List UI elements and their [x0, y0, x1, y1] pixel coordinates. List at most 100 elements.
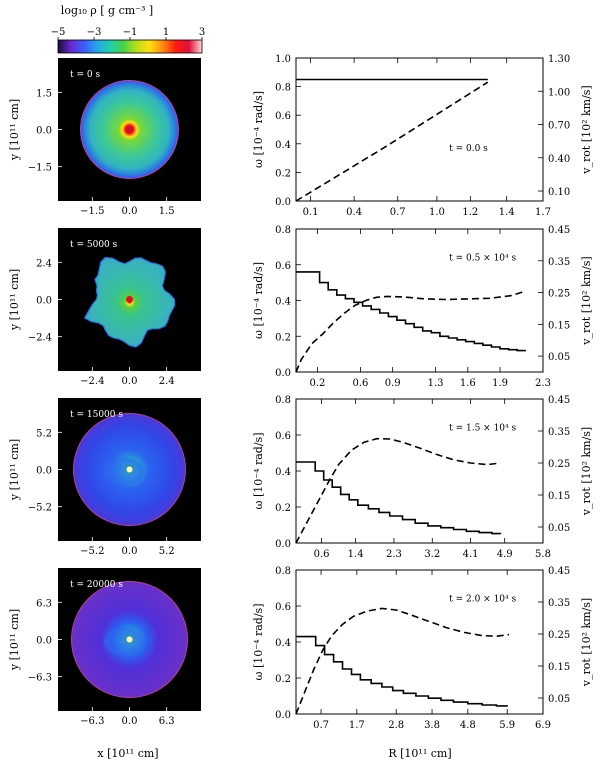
x-tick-label: −6.3: [80, 716, 104, 727]
y-tick-label: 2.4: [36, 258, 52, 269]
profile-chart: 0.1 0.4 0.7 1.0 1.2 1.4 1.70.00.20.40.60.81.00…: [252, 54, 593, 218]
x-tick-label: 3.8: [424, 720, 440, 731]
x-tick-label: 6.9: [535, 720, 551, 731]
colorbar-tick-label: 1: [163, 27, 169, 38]
v-rot-line: [295, 290, 527, 373]
y-tick-label: 0.2: [275, 168, 291, 179]
x-tick-label: 4.9: [497, 549, 513, 560]
time-annotation: t = 2.0 × 10⁴ s: [449, 595, 516, 605]
y-tick-label: 1.0: [275, 54, 291, 65]
x-tick-label: 5.8: [535, 549, 551, 560]
x-tick-label: 1.7: [349, 720, 365, 731]
time-annotation: t = 1.5 × 10⁴ s: [449, 424, 516, 434]
y-axis-label: y [10¹¹ cm]: [8, 439, 21, 501]
y-tick-label: 0.8: [275, 566, 291, 577]
y-tick-label: 6.3: [36, 598, 52, 609]
x-tick-label: 6.3: [159, 716, 175, 727]
y2-tick-label: 0.45: [548, 566, 570, 577]
y-tick-label: 0.0: [36, 466, 52, 477]
time-label: t = 0 s: [70, 70, 100, 80]
y-tick-label: 0.0: [275, 710, 291, 721]
y2-tick-label: 0.70: [548, 121, 570, 132]
y-tick-label: −6.3: [28, 673, 52, 684]
y2-tick-label: 0.15: [548, 320, 570, 331]
y2-tick-label: 0.45: [548, 395, 570, 406]
inner-halo: [103, 627, 144, 656]
y2-tick-label: 0.05: [548, 694, 570, 705]
y-tick-label: 0.6: [275, 111, 291, 122]
y-tick-label: 0.4: [275, 638, 291, 649]
time-label: t = 5000 s: [70, 240, 118, 250]
x-tick-label: 0.6: [352, 378, 368, 389]
density-panel: t = 5000 s −2.4 2.4 0.0 0.0 2.4 −2.4 y [10¹¹ cm…: [8, 228, 201, 387]
y-tick-label: −5.2: [28, 503, 52, 514]
y-axis-label: y [10¹¹ cm]: [8, 269, 21, 331]
rotation-profiles: 0.1 0.4 0.7 1.0 1.2 1.4 1.70.00.20.40.60.81.00…: [252, 54, 593, 731]
x-tick-label: 1.6: [460, 378, 476, 389]
x-tick-label: 1.3: [428, 378, 444, 389]
y-tick-label: 0.0: [275, 368, 291, 379]
y-tick-label: 0.2: [275, 332, 291, 343]
x-tick-label: −5.2: [80, 546, 104, 557]
y-tick-label: 0.4: [275, 297, 291, 308]
y-tick-label: 0.0: [275, 197, 291, 208]
time-label: t = 15000 s: [70, 410, 123, 420]
colorbar-ticks: −5 −3 −1 1 3: [51, 27, 205, 40]
density-panel: t = 0 s −1.5 1.5 0.0 0.0 1.5 −1.5 y [10¹¹ cm]: [8, 58, 201, 217]
y2-axis-label: v_rot [10² km/s]: [580, 598, 593, 687]
x-tick-label: 0.0: [122, 546, 138, 557]
x-tick-label: 1.5: [159, 206, 175, 217]
core-spot: [126, 296, 133, 303]
x-tick-label: 5.2: [159, 546, 175, 557]
v-rot-line: [295, 81, 489, 202]
colorbar-tick-label: −1: [123, 27, 138, 38]
profile-chart: 0.7 1.7 2.8 3.8 4.8 5.9 6.9 0.0 0.2 0.4 0.6 0.8 0.05…: [252, 566, 593, 731]
y-tick-label: 0.0: [36, 126, 52, 137]
y2-tick-label: 0.25: [548, 459, 570, 470]
y-axis-label: y [10¹¹ cm]: [8, 609, 21, 671]
x-tick-label: 1.7: [535, 207, 551, 218]
x-tick-label: 2.3: [386, 549, 402, 560]
core-spot: [126, 466, 133, 473]
y-tick-label: 1.5: [36, 88, 52, 99]
x-tick-label: 0.7: [390, 207, 406, 218]
y2-axis-label: v_rot [10² km/s]: [580, 256, 593, 345]
x-tick-label: 0.9: [385, 378, 401, 389]
y-tick-label: 0.8: [275, 395, 291, 406]
density-panel: t = 20000 s −6.3 6.3 0.0 0.0 6.3 −6.3 y [10¹¹ c…: [8, 568, 201, 727]
x-tick-label: 2.8: [388, 720, 404, 731]
y-tick-label: 0.4: [275, 140, 291, 151]
inner-halo: [103, 457, 144, 486]
x-tick-label: 2.4: [159, 376, 175, 387]
colorbar: [57, 39, 203, 54]
y2-axis-label: v_rot [10² km/s]: [580, 85, 593, 174]
y-axis-label: ω [10⁻⁴ rad/s]: [252, 604, 265, 681]
y2-tick-label: 0.10: [548, 187, 570, 198]
x-axis-label-profiles: R [10¹¹ cm]: [388, 747, 451, 760]
plot-frame: [295, 228, 544, 373]
profile-chart: 0.6 1.4 2.3 3.2 4.1 4.9 5.8 0.0 0.2 0.4 0.6 0.8 0.05…: [252, 395, 593, 560]
y2-tick-label: 0.25: [548, 630, 570, 641]
colorbar-label: log₁₀ ρ [ g cm⁻³ ]: [61, 4, 153, 17]
y2-tick-label: 0.25: [548, 289, 570, 300]
y-tick-label: −1.5: [28, 163, 52, 174]
y-tick-label: 0.8: [275, 225, 291, 236]
plot-frame: [295, 57, 544, 202]
y-tick-label: 0.6: [275, 602, 291, 613]
v-rot-line: [295, 607, 510, 715]
y2-tick-label: 0.45: [548, 225, 570, 236]
y-axis-label: ω [10⁻⁴ rad/s]: [252, 91, 265, 168]
y2-tick-label: 0.35: [548, 427, 570, 438]
x-tick-label: 0.0: [122, 376, 138, 387]
y-tick-label: 0.2: [275, 674, 291, 685]
y-tick-label: 5.2: [36, 428, 52, 439]
y2-tick-label: 1.30: [548, 54, 570, 65]
core-spot: [126, 636, 133, 643]
y2-tick-label: 0.35: [548, 257, 570, 268]
x-tick-label: 5.9: [499, 720, 515, 731]
y2-tick-label: 1.00: [548, 87, 570, 98]
core-spot: [125, 125, 134, 134]
profile-chart: 0.2 0.6 0.9 1.3 1.6 1.9 2.3 0.0 0.2 0.4 0.6 0.8 0.05…: [252, 225, 593, 389]
y-tick-label: 0.8: [275, 83, 291, 94]
